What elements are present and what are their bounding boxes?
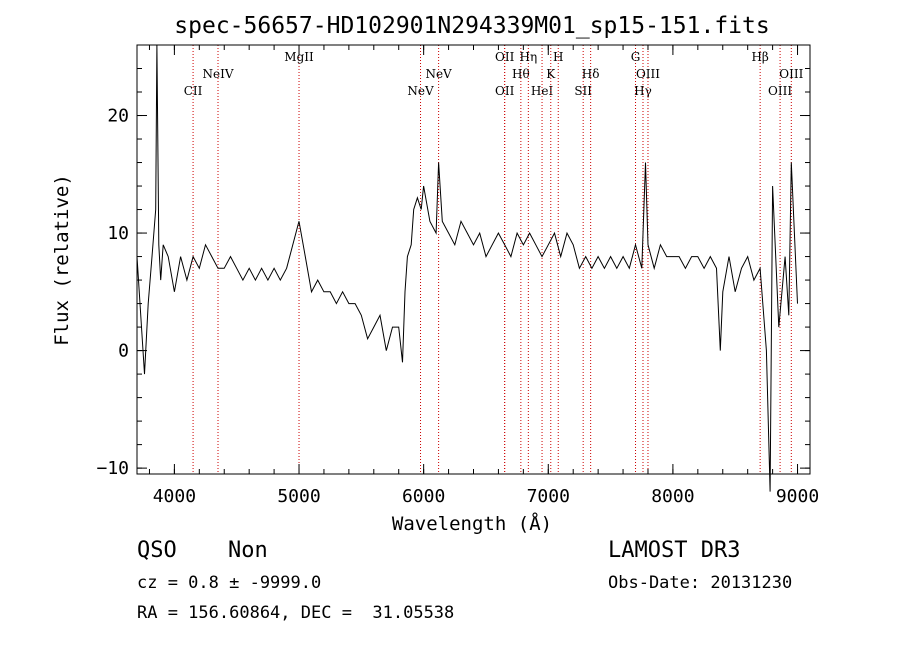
line-label-10: K (546, 67, 556, 81)
line-label-17: Hβ (751, 50, 768, 64)
y-tick-label-2: 10 (107, 223, 129, 244)
x-tick-label-0: 4000 (153, 486, 196, 507)
y-axis-label: Flux (relative) (51, 174, 73, 346)
object-class: QSO (137, 538, 177, 563)
line-label-8: Hη (520, 50, 538, 64)
spectral-line-markers: CIINeIVMgIINeVNeVOIIOIIHθHηHeIKHSIIHδGHγ… (184, 45, 804, 474)
line-label-19: OIII (779, 67, 803, 81)
x-tick-label-3: 7000 (527, 486, 570, 507)
line-label-16: OIII (636, 67, 660, 81)
line-label-18: OIII (768, 84, 792, 98)
line-label-6: OII (495, 50, 515, 64)
survey-name: LAMOST DR3 (608, 538, 741, 563)
spectrum-series (136, 44, 798, 492)
y-axis: −10 0 10 20 (96, 68, 810, 479)
line-label-3: NeV (407, 84, 434, 98)
x-tick-label-1: 5000 (277, 486, 320, 507)
x-tick-label-5: 9000 (776, 486, 819, 507)
x-tick-label-2: 6000 (402, 486, 445, 507)
redshift-cz: cz = 0.8 ± -9999.0 (137, 573, 322, 593)
object-subclass: Non (228, 538, 268, 563)
line-label-4: NeV (425, 67, 452, 81)
line-label-13: Hδ (582, 67, 600, 81)
ra-dec: RA = 156.60864, DEC = 31.05538 (137, 603, 455, 623)
line-label-2: MgII (284, 50, 314, 64)
line-label-11: H (553, 50, 563, 64)
line-label-14: G (631, 50, 641, 64)
y-tick-label-0: −10 (96, 458, 129, 479)
line-label-1: NeIV (203, 67, 234, 81)
x-tick-label-4: 8000 (651, 486, 694, 507)
chart-title: spec-56657-HD102901N294339M01_sp15-151.f… (174, 13, 769, 39)
x-axis-label: Wavelength (Å) (392, 512, 552, 535)
y-tick-label-1: 0 (118, 341, 129, 362)
line-label-9: HeI (531, 84, 554, 98)
x-axis: 4000 5000 6000 7000 8000 9000 (148, 45, 819, 507)
y-tick-label-3: 20 (107, 106, 129, 127)
line-label-12: SII (574, 84, 592, 98)
obs-date: Obs-Date: 20131230 (608, 573, 793, 593)
spectrum-line (136, 44, 798, 492)
line-label-7: Hθ (512, 67, 530, 81)
line-label-15: Hγ (634, 84, 652, 98)
line-label-0: CII (184, 84, 203, 98)
